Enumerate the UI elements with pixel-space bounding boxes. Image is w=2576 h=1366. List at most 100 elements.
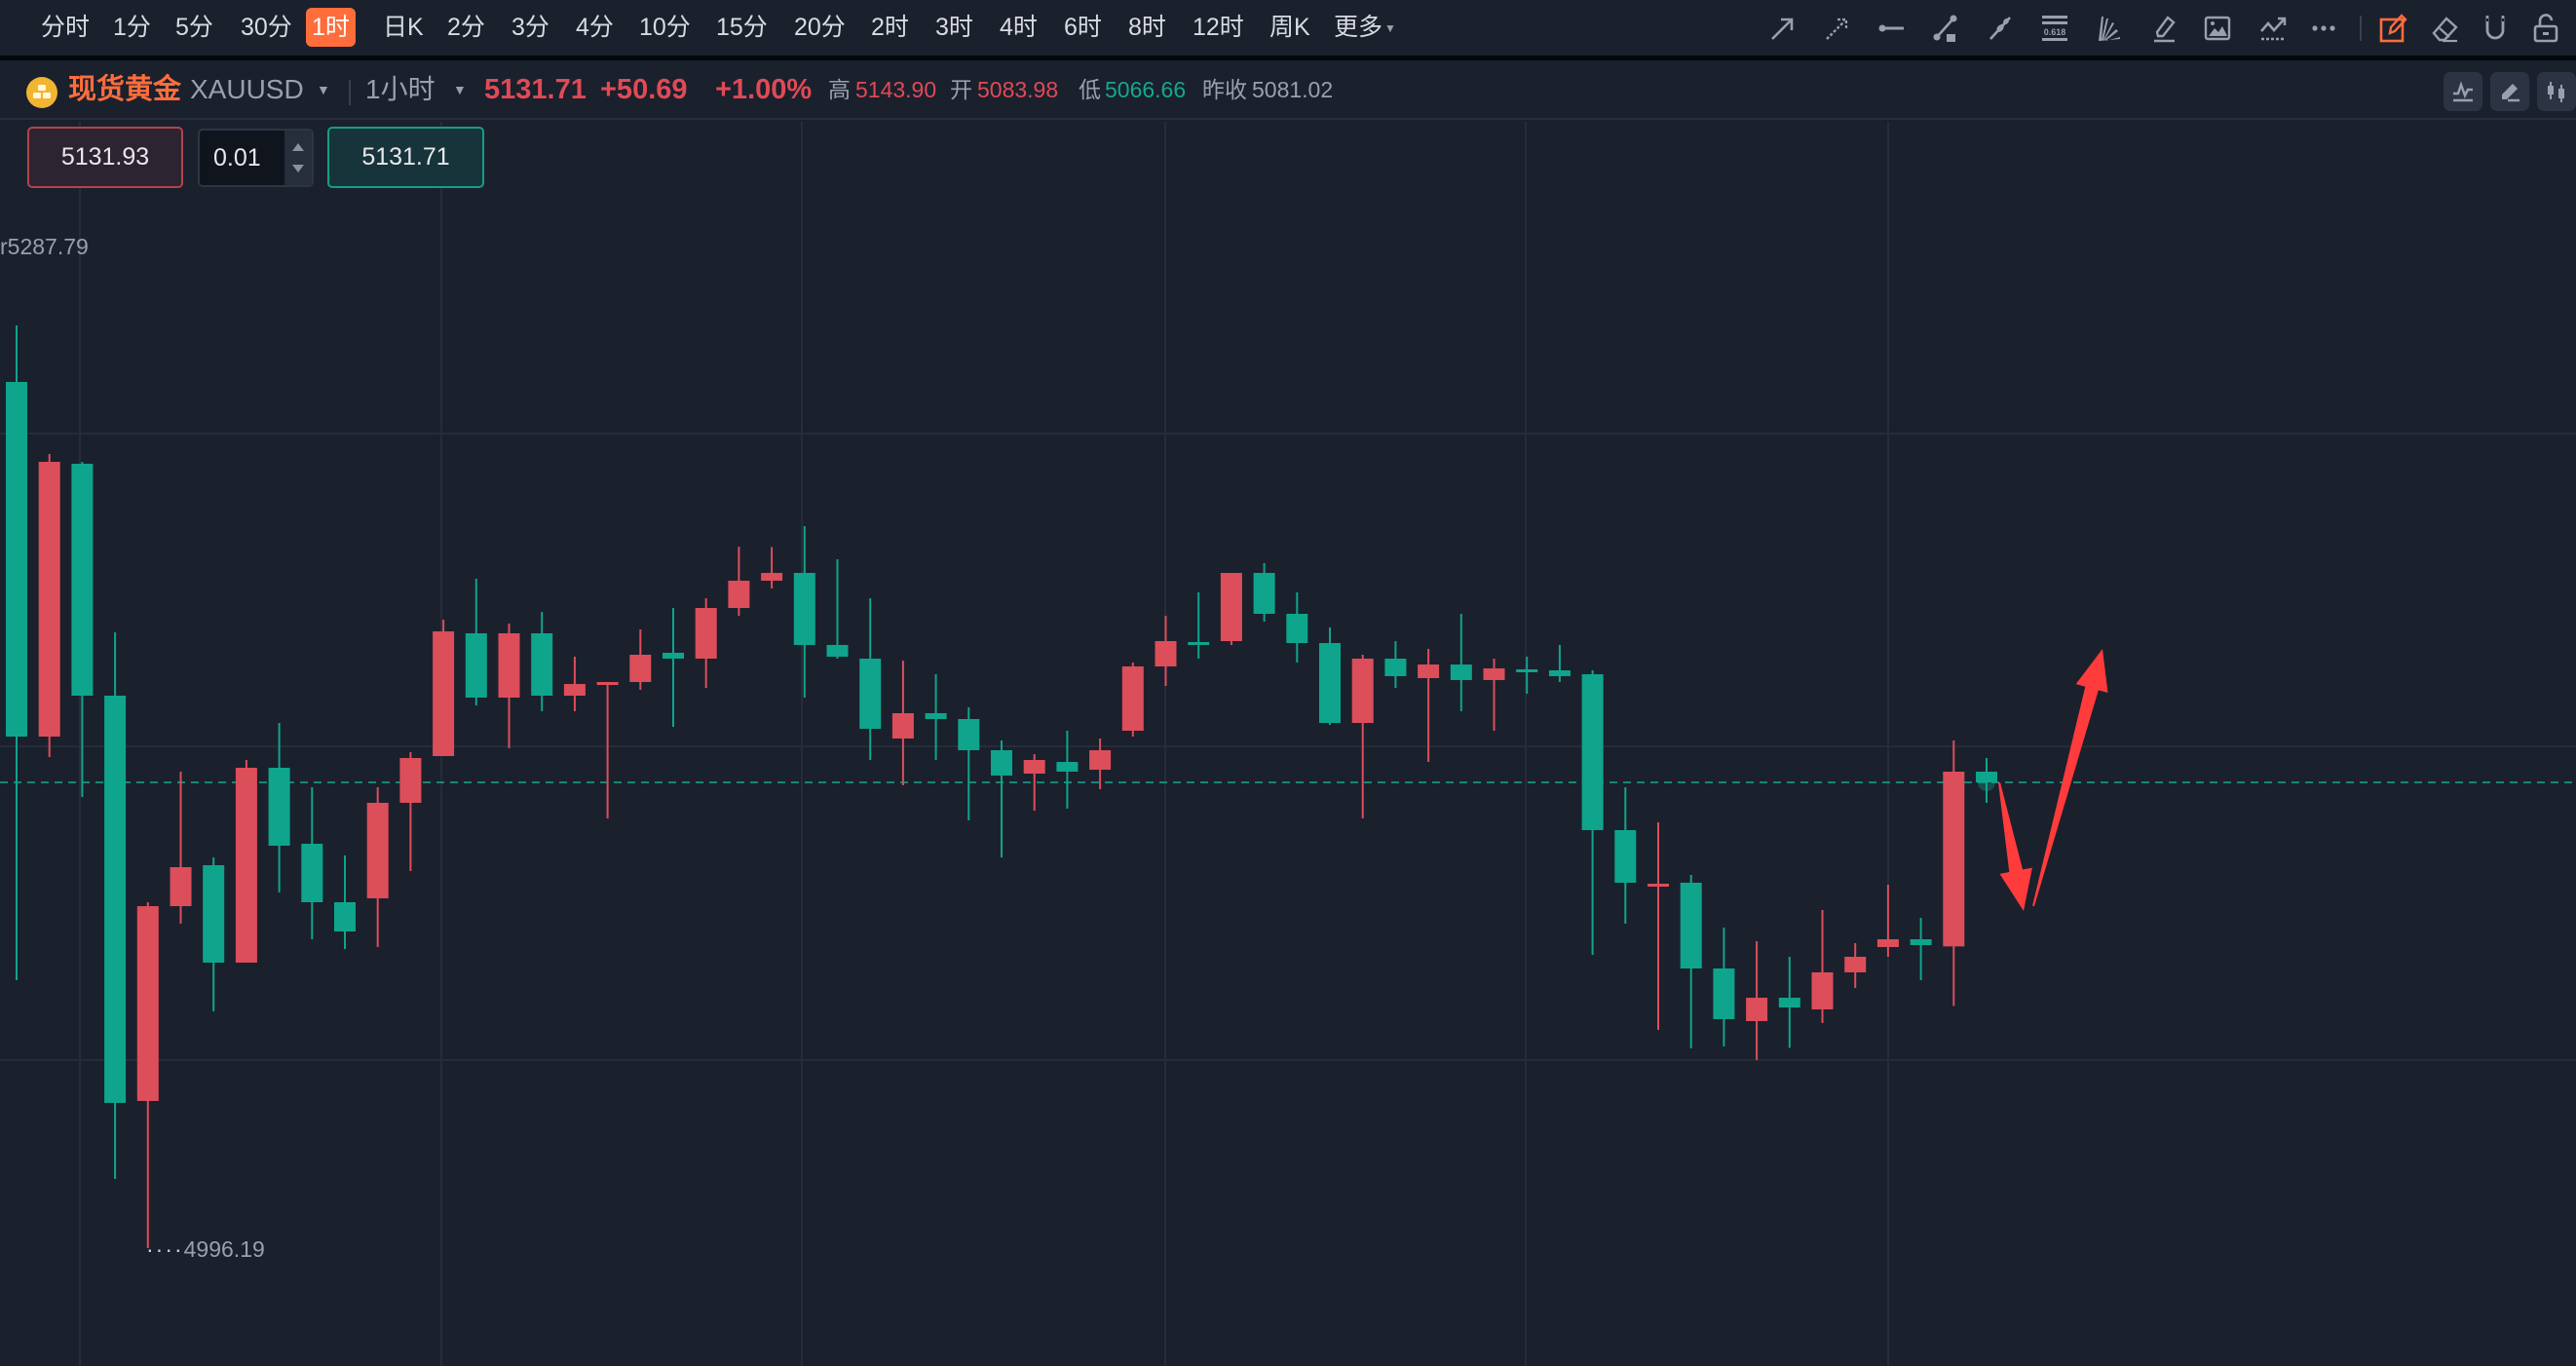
draw-mode-button[interactable] bbox=[2374, 10, 2413, 47]
gann-fan-button[interactable] bbox=[2090, 10, 2129, 47]
candle[interactable] bbox=[925, 673, 947, 761]
candle[interactable] bbox=[793, 526, 815, 698]
timeframe-30分[interactable]: 30分 bbox=[237, 8, 296, 47]
quantity-stepper[interactable] bbox=[198, 129, 314, 187]
candle[interactable] bbox=[38, 454, 60, 758]
timeframe-8时[interactable]: 8时 bbox=[1124, 8, 1170, 47]
line-segment-button[interactable] bbox=[1926, 10, 1965, 47]
candle[interactable] bbox=[1746, 940, 1768, 1060]
candle[interactable] bbox=[1155, 616, 1177, 686]
timeframe-1分[interactable]: 1分 bbox=[109, 8, 155, 47]
candle[interactable] bbox=[71, 462, 94, 797]
unlock-button[interactable] bbox=[2526, 10, 2565, 47]
candle[interactable] bbox=[596, 682, 619, 819]
candle[interactable] bbox=[6, 325, 27, 980]
timeframe-5分[interactable]: 5分 bbox=[171, 8, 217, 47]
candle[interactable] bbox=[1910, 918, 1932, 980]
period-dropdown-caret-icon[interactable]: ▼ bbox=[453, 82, 467, 97]
candle[interactable] bbox=[1351, 654, 1374, 819]
timeframe-15分[interactable]: 15分 bbox=[712, 8, 772, 47]
candle[interactable] bbox=[1876, 885, 1899, 958]
candle[interactable] bbox=[1548, 644, 1571, 683]
timeframe-4分[interactable]: 4分 bbox=[572, 8, 618, 47]
candle[interactable] bbox=[1943, 740, 1965, 1006]
timeframe-更多[interactable]: 更多 ▼ bbox=[1330, 8, 1400, 47]
fibonacci-retracement-button[interactable]: 0.618 bbox=[2035, 10, 2074, 47]
candle[interactable] bbox=[1844, 943, 1867, 988]
timeframe-10分[interactable]: 10分 bbox=[635, 8, 695, 47]
candle[interactable] bbox=[334, 854, 356, 949]
image-button[interactable] bbox=[2198, 10, 2237, 47]
candle[interactable] bbox=[1384, 640, 1407, 689]
decrement-arrow-icon[interactable] bbox=[292, 165, 304, 172]
candle[interactable] bbox=[531, 612, 553, 711]
candle[interactable] bbox=[1614, 787, 1637, 925]
candle[interactable] bbox=[563, 657, 586, 711]
candle[interactable] bbox=[1483, 658, 1505, 731]
timeframe-1时[interactable]: 1时 bbox=[306, 8, 356, 47]
symbol-name[interactable]: 现货黄金 bbox=[68, 74, 182, 105]
timeframe-12时[interactable]: 12时 bbox=[1189, 8, 1248, 47]
candle[interactable] bbox=[235, 760, 257, 964]
candle[interactable] bbox=[859, 598, 882, 761]
candle[interactable] bbox=[728, 547, 750, 617]
buy-price-button[interactable]: 5131.71 bbox=[327, 127, 484, 188]
eraser-button[interactable] bbox=[2426, 10, 2465, 47]
candle[interactable] bbox=[104, 632, 127, 1180]
candle[interactable] bbox=[891, 660, 914, 785]
timeframe-分时[interactable]: 分时 bbox=[37, 8, 94, 47]
horizontal-line-button[interactable] bbox=[1873, 10, 1912, 47]
candle-style-button[interactable] bbox=[2537, 72, 2576, 111]
timeframe-4时[interactable]: 4时 bbox=[996, 8, 1042, 47]
quantity-input[interactable] bbox=[200, 131, 285, 185]
candle[interactable] bbox=[629, 629, 652, 691]
indicator-view-button[interactable] bbox=[2443, 72, 2482, 111]
candle[interactable] bbox=[1450, 613, 1472, 711]
candle[interactable] bbox=[268, 723, 290, 893]
candle[interactable] bbox=[399, 751, 422, 872]
candle[interactable] bbox=[958, 707, 980, 821]
trend-line-arrow-button[interactable] bbox=[1762, 10, 1801, 47]
candle[interactable] bbox=[1253, 562, 1275, 622]
more-button[interactable] bbox=[2304, 10, 2343, 47]
timeframe-周K[interactable]: 周K bbox=[1266, 8, 1314, 47]
candle[interactable] bbox=[465, 579, 487, 705]
magnet-button[interactable] bbox=[2476, 10, 2515, 47]
candle[interactable] bbox=[1089, 738, 1112, 789]
candle[interactable] bbox=[761, 547, 783, 588]
candle[interactable] bbox=[136, 901, 159, 1249]
timeframe-日K[interactable]: 日K bbox=[379, 8, 428, 47]
candle[interactable] bbox=[1516, 657, 1538, 694]
candle[interactable] bbox=[826, 559, 849, 659]
timeframe-2时[interactable]: 2时 bbox=[867, 8, 913, 47]
increment-arrow-icon[interactable] bbox=[292, 143, 304, 151]
drawing-view-button[interactable] bbox=[2490, 72, 2529, 111]
candle[interactable] bbox=[301, 787, 323, 940]
highlighter-button[interactable] bbox=[2144, 10, 2183, 47]
candle[interactable] bbox=[1976, 757, 1997, 803]
candle[interactable] bbox=[1188, 592, 1210, 659]
candle[interactable] bbox=[433, 619, 455, 757]
candle[interactable] bbox=[663, 607, 684, 728]
symbol-dropdown-caret-icon[interactable]: ▼ bbox=[317, 82, 330, 97]
candle[interactable] bbox=[1648, 821, 1669, 1030]
timeframe-6时[interactable]: 6时 bbox=[1060, 8, 1106, 47]
timeframe-3分[interactable]: 3分 bbox=[508, 8, 553, 47]
candle[interactable] bbox=[991, 740, 1012, 857]
candle[interactable] bbox=[1713, 927, 1735, 1046]
candlestick-chart[interactable] bbox=[0, 122, 2576, 1366]
dashed-ray-button[interactable] bbox=[1817, 10, 1856, 47]
period-selector[interactable]: 1小时 bbox=[365, 74, 436, 104]
candle[interactable] bbox=[1680, 874, 1702, 1049]
sell-price-button[interactable]: 5131.93 bbox=[27, 127, 183, 188]
candle[interactable] bbox=[1418, 649, 1440, 763]
candle[interactable] bbox=[170, 771, 192, 925]
candle[interactable] bbox=[1023, 754, 1045, 811]
candle[interactable] bbox=[1811, 910, 1834, 1024]
candle[interactable] bbox=[1286, 592, 1308, 664]
timeframe-2分[interactable]: 2分 bbox=[443, 8, 489, 47]
candle[interactable] bbox=[695, 598, 717, 689]
timeframe-20分[interactable]: 20分 bbox=[790, 8, 850, 47]
candle[interactable] bbox=[1121, 663, 1144, 738]
pattern-button[interactable] bbox=[2254, 10, 2293, 47]
